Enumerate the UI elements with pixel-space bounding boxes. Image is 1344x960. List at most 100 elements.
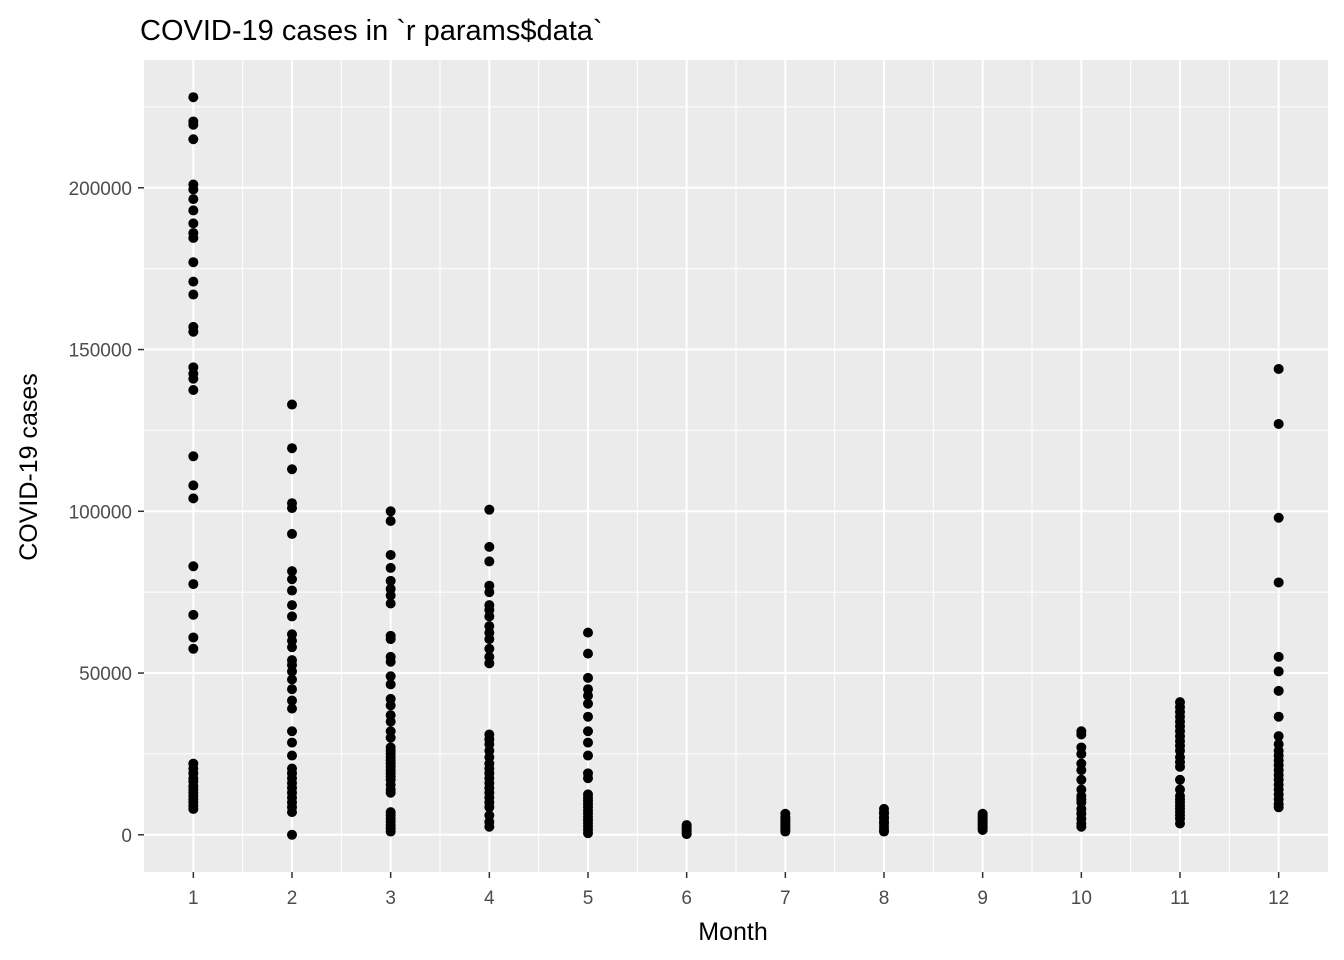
data-point	[188, 561, 199, 572]
data-point	[287, 642, 297, 653]
data-point	[385, 549, 396, 560]
y-tick-label: 200000	[69, 179, 132, 200]
major-gridlines	[144, 60, 1328, 872]
data-point	[385, 656, 396, 667]
x-tick-label: 11	[1170, 888, 1190, 909]
data-point	[484, 541, 495, 552]
data-point	[484, 658, 495, 669]
data-point	[287, 566, 297, 577]
data-point	[287, 737, 297, 748]
data-point	[879, 826, 889, 837]
data-point	[287, 528, 297, 539]
minor-gridlines	[144, 60, 1328, 872]
data-point	[780, 826, 791, 837]
data-point	[287, 674, 297, 685]
data-point	[188, 134, 199, 145]
data-point	[1273, 666, 1284, 677]
data-point	[1076, 765, 1087, 776]
data-point	[583, 627, 593, 638]
y-tick-label: 0	[121, 826, 132, 847]
data-point	[484, 821, 495, 832]
data-point	[1273, 512, 1284, 523]
data-point	[385, 671, 396, 682]
data-point	[385, 562, 396, 573]
y-tick-label: 100000	[69, 502, 132, 523]
data-point	[188, 92, 199, 103]
data-point	[583, 711, 593, 722]
data-point	[681, 829, 692, 840]
data-point	[385, 575, 396, 586]
data-point	[287, 829, 297, 840]
data-point	[385, 506, 396, 517]
data-point	[287, 750, 297, 761]
y-tick-label: 150000	[69, 341, 132, 362]
data-point	[188, 232, 199, 243]
data-point	[385, 590, 396, 601]
data-point	[188, 194, 199, 205]
data-point	[188, 119, 199, 130]
data-point	[287, 600, 297, 611]
data-point	[1273, 418, 1284, 429]
data-point	[287, 807, 297, 818]
data-point	[583, 773, 593, 784]
data-point	[1273, 577, 1284, 588]
data-point	[484, 611, 495, 622]
data-point	[484, 634, 495, 645]
data-point	[484, 504, 495, 515]
data-point	[385, 700, 396, 711]
data-point	[287, 666, 297, 677]
data-point	[287, 611, 297, 622]
data-point	[188, 257, 199, 268]
data-point	[287, 695, 297, 706]
chart-title: COVID-19 cases in `r params$data`	[140, 15, 603, 47]
data-point	[1175, 774, 1185, 785]
x-tick-label: 9	[977, 888, 988, 909]
data-point	[583, 828, 593, 839]
data-point	[1273, 363, 1284, 374]
data-point	[287, 703, 297, 714]
data-point	[1175, 761, 1185, 772]
data-point	[287, 585, 297, 596]
data-point	[188, 579, 199, 590]
data-point	[188, 803, 199, 814]
data-point	[484, 556, 495, 567]
data-point	[385, 634, 396, 645]
data-point	[385, 515, 396, 526]
data-point	[188, 451, 199, 462]
data-point	[1273, 651, 1284, 662]
data-point	[188, 205, 199, 216]
x-axis: 1 2 3 4 5 6 7 8 9 10 11 12	[188, 872, 1289, 909]
data-point	[385, 732, 396, 743]
data-point	[188, 384, 199, 395]
x-tick-label: 10	[1071, 888, 1092, 909]
data-point	[188, 218, 199, 229]
x-tick-label: 8	[879, 888, 890, 909]
data-point	[583, 672, 593, 683]
data-point	[385, 787, 396, 798]
data-point	[484, 802, 495, 813]
x-tick-label: 12	[1268, 888, 1289, 909]
data-point	[385, 716, 396, 727]
data-point	[1076, 748, 1087, 759]
data-point	[188, 609, 199, 620]
data-points	[188, 92, 1284, 840]
data-point	[287, 464, 297, 475]
x-tick-label: 2	[287, 888, 298, 909]
data-point	[287, 726, 297, 737]
x-tick-label: 6	[681, 888, 692, 909]
data-point	[287, 399, 297, 410]
data-point	[583, 698, 593, 709]
data-point	[583, 648, 593, 659]
data-point	[1076, 729, 1087, 740]
y-tick-label: 50000	[79, 664, 132, 685]
data-point	[188, 276, 199, 287]
data-point	[188, 289, 199, 300]
data-point	[287, 684, 297, 695]
data-point	[1273, 685, 1284, 696]
data-point	[188, 184, 199, 195]
data-point	[385, 598, 396, 609]
x-tick-label: 1	[188, 888, 199, 909]
x-tick-label: 4	[484, 888, 495, 909]
data-point	[385, 826, 396, 837]
